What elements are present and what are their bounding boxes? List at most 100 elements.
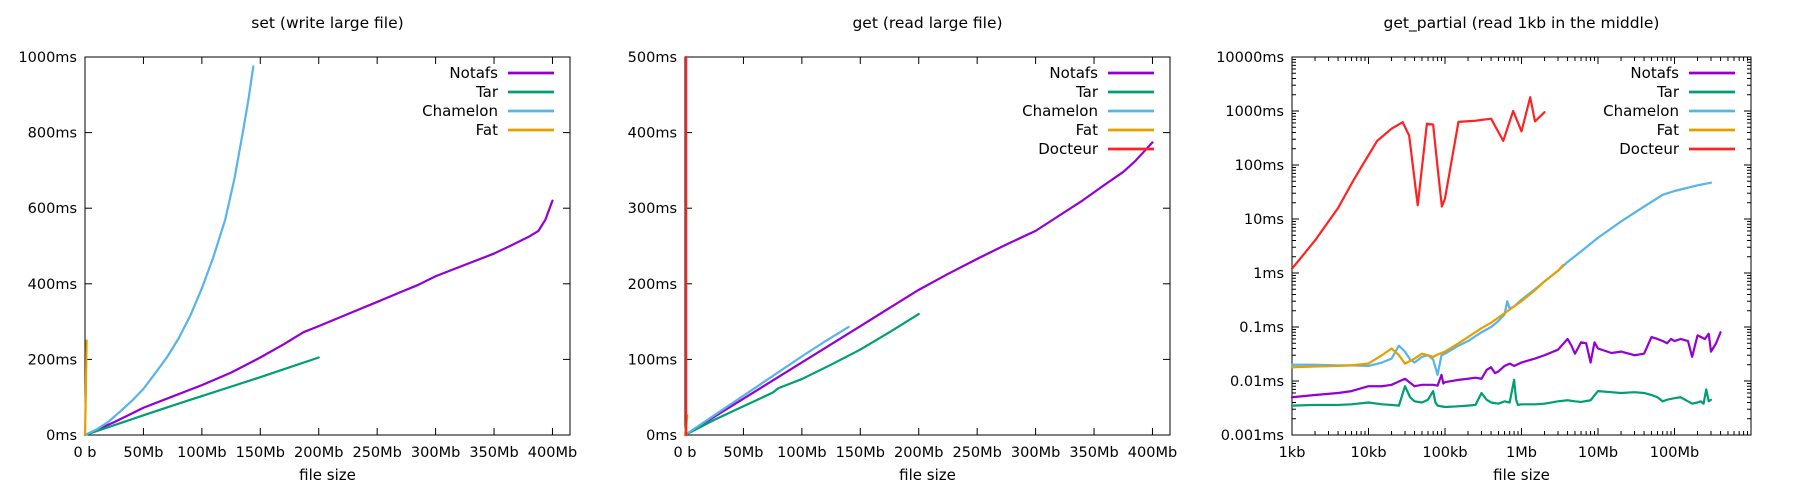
chart-get-read: get (read large file) file size 0 b 50Mb 100… xyxy=(628,14,1178,484)
axis-ticks xyxy=(84,56,570,436)
series-tar-line xyxy=(83,356,320,437)
y-tick-label: 0.01ms xyxy=(1230,374,1284,390)
panel-get-partial: get_partial (read 1kb in the middle) file… xyxy=(1200,0,1800,500)
panel-set-write: set (write large file) file size 0 b 50Mb 10… xyxy=(0,0,600,500)
chart-title: set (write large file) xyxy=(251,14,403,32)
series-fat-line xyxy=(1290,264,1565,369)
legend-entry-fat: Fat xyxy=(1657,121,1735,139)
legend-entry-tar: Tar xyxy=(475,83,554,101)
series-chamelon-line xyxy=(683,325,850,437)
legend-entry-docteur: Docteur xyxy=(1038,140,1154,158)
y-tick-label: 300ms xyxy=(628,201,677,217)
series-tar-line xyxy=(683,312,920,437)
legend-entry-notafs: Notafs xyxy=(1049,64,1154,82)
legend-entry-chamelon: Chamelon xyxy=(422,102,554,120)
x-axis-label: file size xyxy=(1493,466,1550,484)
x-tick-label: 400Mb xyxy=(528,445,577,461)
legend-label-fat: Fat xyxy=(1076,121,1098,139)
x-tick-label: 350Mb xyxy=(469,445,518,461)
y-tick-label: 200ms xyxy=(28,352,77,368)
y-tick-label: 1000ms xyxy=(1225,104,1284,120)
legend-label-tar: Tar xyxy=(1656,83,1680,101)
x-tick-label: 100Mb xyxy=(777,445,826,461)
x-tick-label: 10kb xyxy=(1350,445,1386,461)
x-tick-label: 1Mb xyxy=(1506,445,1537,461)
x-tick-label: 100Mb xyxy=(1650,445,1699,461)
legend-label-notafs: Notafs xyxy=(1630,64,1679,82)
axis-ticks xyxy=(1291,56,1751,436)
plot-border xyxy=(84,56,571,436)
series-fat-line xyxy=(83,339,88,437)
x-tick-label: 1kb xyxy=(1279,445,1306,461)
y-tick-label: 0.1ms xyxy=(1239,320,1284,336)
x-tick-label: 0 b xyxy=(73,445,96,461)
x-tick-label: 50Mb xyxy=(723,445,763,461)
y-tick-label: 600ms xyxy=(28,201,77,217)
y-tick-label: 10000ms xyxy=(1216,50,1284,66)
legend-entry-fat: Fat xyxy=(476,121,554,139)
x-tick-label: 150Mb xyxy=(836,445,885,461)
y-tick-label: 1ms xyxy=(1253,266,1284,282)
series-chamelon-line xyxy=(83,65,255,437)
y-tick-label: 0ms xyxy=(646,428,677,444)
y-tick-label: 200ms xyxy=(628,277,677,293)
series-docteur-line xyxy=(1290,96,1546,270)
legend-label-chamelon: Chamelon xyxy=(1022,102,1098,120)
series-notafs-line xyxy=(683,141,1154,437)
chart-set-write: set (write large file) file size 0 b 50Mb 10… xyxy=(18,14,577,484)
legend-entry-fat: Fat xyxy=(1076,121,1154,139)
legend-label-chamelon: Chamelon xyxy=(1603,102,1679,120)
y-tick-label: 100ms xyxy=(1235,158,1284,174)
chart-title: get_partial (read 1kb in the middle) xyxy=(1384,14,1660,33)
x-axis-label: file size xyxy=(899,466,956,484)
y-tick-label: 800ms xyxy=(28,126,77,142)
legend-label-notafs: Notafs xyxy=(449,64,498,82)
plot-border xyxy=(1291,56,1752,436)
chart-title: get (read large file) xyxy=(852,14,1002,32)
legend-entry-chamelon: Chamelon xyxy=(1022,102,1154,120)
y-tick-label: 0.001ms xyxy=(1221,428,1284,444)
x-tick-label: 50Mb xyxy=(123,445,163,461)
legend-entry-tar: Tar xyxy=(1075,83,1154,101)
y-tick-label: 100ms xyxy=(628,352,677,368)
series-tar-line xyxy=(1290,378,1713,409)
legend-entry-notafs: Notafs xyxy=(1630,64,1735,82)
x-axis-label: file size xyxy=(299,466,356,484)
x-tick-label: 100kb xyxy=(1422,445,1467,461)
y-tick-label: 500ms xyxy=(628,50,677,66)
y-tick-label: 1000ms xyxy=(18,50,77,66)
legend-entry-notafs: Notafs xyxy=(449,64,554,82)
x-tick-label: 250Mb xyxy=(352,445,401,461)
legend-label-docteur: Docteur xyxy=(1038,140,1099,158)
x-tick-label: 100Mb xyxy=(177,445,226,461)
x-tick-label: 150Mb xyxy=(236,445,285,461)
legend-label-fat: Fat xyxy=(1657,121,1679,139)
series-chamelon-line xyxy=(1290,181,1713,376)
x-tick-label: 200Mb xyxy=(294,445,343,461)
x-tick-label: 200Mb xyxy=(894,445,943,461)
x-tick-label: 400Mb xyxy=(1128,445,1177,461)
panel-get-read: get (read large file) file size 0 b 50Mb 100… xyxy=(600,0,1200,500)
chart-get-partial: get_partial (read 1kb in the middle) file… xyxy=(1216,14,1752,484)
y-tick-label: 400ms xyxy=(28,277,77,293)
plot-border xyxy=(684,56,1171,436)
x-tick-label: 10Mb xyxy=(1578,445,1618,461)
legend-entry-chamelon: Chamelon xyxy=(1603,102,1735,120)
y-tick-label: 0ms xyxy=(46,428,77,444)
x-tick-label: 350Mb xyxy=(1069,445,1118,461)
legend-label-tar: Tar xyxy=(475,83,499,101)
legend-entry-tar: Tar xyxy=(1656,83,1735,101)
series-notafs-line xyxy=(83,199,554,437)
y-tick-label: 10ms xyxy=(1244,212,1284,228)
x-tick-label: 300Mb xyxy=(1011,445,1060,461)
legend-label-fat: Fat xyxy=(476,121,498,139)
legend-label-tar: Tar xyxy=(1075,83,1099,101)
legend-label-docteur: Docteur xyxy=(1619,140,1680,158)
x-tick-label: 300Mb xyxy=(411,445,460,461)
legend-label-notafs: Notafs xyxy=(1049,64,1098,82)
y-tick-label: 400ms xyxy=(628,126,677,142)
x-tick-label: 0 b xyxy=(673,445,696,461)
legend-label-chamelon: Chamelon xyxy=(422,102,498,120)
legend-entry-docteur: Docteur xyxy=(1619,140,1735,158)
